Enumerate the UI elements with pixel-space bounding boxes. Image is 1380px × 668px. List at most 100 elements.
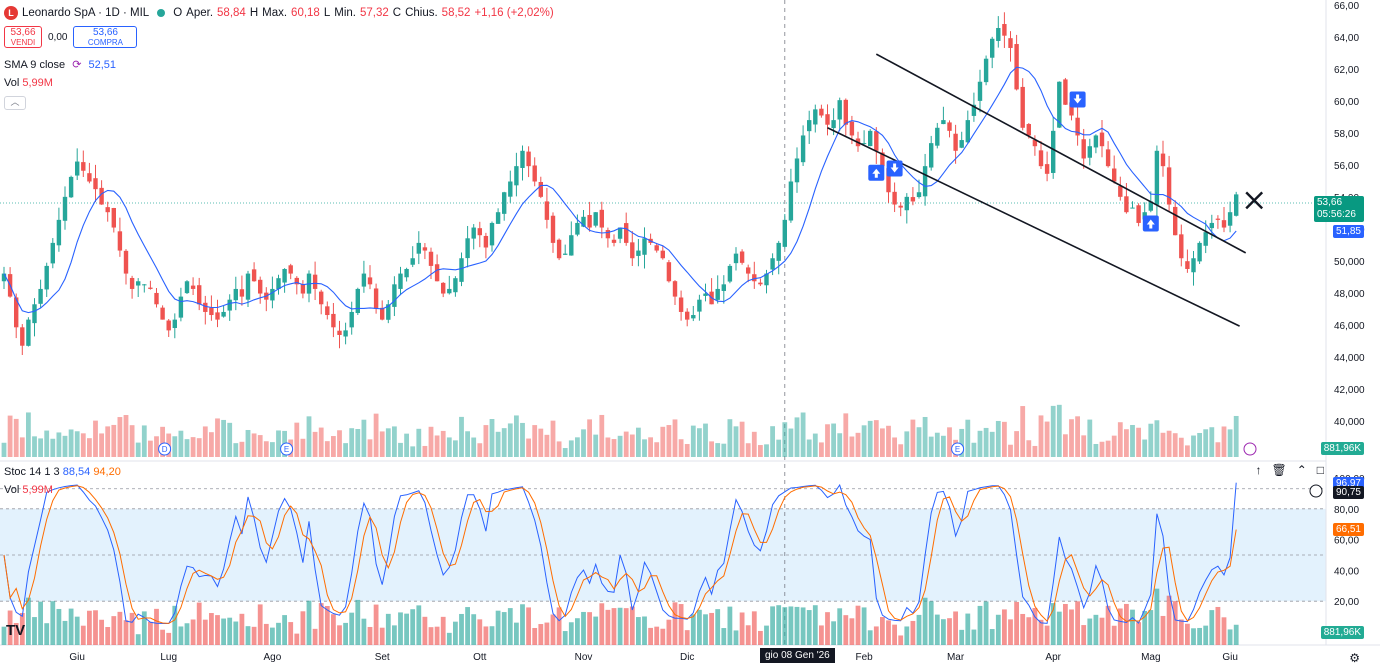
volume-bar bbox=[1032, 445, 1038, 457]
collapse-legend-button[interactable]: ︿ bbox=[4, 96, 26, 110]
candle-body bbox=[892, 191, 897, 205]
maximize-icon[interactable]: □ bbox=[1316, 463, 1324, 477]
volume-bar bbox=[62, 435, 68, 457]
candle-body bbox=[410, 258, 415, 265]
volume-label: Vol bbox=[4, 77, 20, 89]
volume2-bar bbox=[465, 607, 470, 645]
settings-icon[interactable]: ⚙ bbox=[1349, 651, 1360, 665]
volume2-bar bbox=[105, 627, 111, 645]
volume2-bar bbox=[422, 616, 428, 645]
candle-body bbox=[26, 319, 31, 346]
volume-bar bbox=[355, 429, 361, 457]
volume-bar bbox=[544, 434, 550, 457]
candle-body bbox=[20, 327, 25, 346]
volume-bar bbox=[32, 436, 37, 457]
volume-bar bbox=[349, 428, 355, 457]
candle-body bbox=[404, 268, 409, 278]
volume2-bar bbox=[1099, 617, 1105, 645]
volume-bar bbox=[318, 427, 324, 457]
candle-body bbox=[178, 296, 184, 318]
volume-bar bbox=[623, 431, 629, 457]
buy-label: COMPRA bbox=[87, 38, 124, 47]
volume2-bar bbox=[556, 607, 562, 645]
volume-bar bbox=[715, 443, 721, 457]
volume2-bar bbox=[654, 626, 660, 645]
crosshair-tag: 90,75 bbox=[1332, 486, 1364, 499]
volume2-bar bbox=[855, 605, 861, 645]
candle-body bbox=[117, 231, 123, 251]
volume-bar bbox=[727, 419, 733, 457]
volume-bar bbox=[745, 443, 751, 457]
leonardo-logo[interactable]: L bbox=[4, 6, 18, 20]
volume-legend[interactable]: Vol 5,99M bbox=[4, 77, 53, 89]
time-tick-label: Dic bbox=[680, 652, 694, 663]
buy-button[interactable]: 53,66 COMPRA bbox=[73, 26, 138, 48]
sma-legend[interactable]: SMA 9 close ⟳ 52,51 bbox=[4, 58, 116, 71]
high-key: Max. bbox=[262, 7, 288, 19]
volume2-bar bbox=[1191, 628, 1196, 645]
volume-bar bbox=[843, 413, 849, 457]
volume-bar bbox=[1124, 429, 1129, 457]
volume2-bar bbox=[892, 624, 897, 645]
candle-body bbox=[861, 143, 867, 145]
volume2-bar bbox=[1081, 625, 1087, 645]
sma-label: SMA 9 close bbox=[4, 59, 66, 71]
stoch-legend[interactable]: Stoc 14 1 3 88,54 94,20 bbox=[4, 466, 121, 478]
stochastic-lines bbox=[3, 482, 1237, 624]
volume2-value: 5,99M bbox=[22, 484, 53, 496]
candle-body bbox=[1002, 24, 1007, 36]
sma-price-tag: 51,85 bbox=[1332, 225, 1364, 238]
volume2-bar bbox=[629, 606, 635, 645]
volume-bar bbox=[806, 439, 812, 457]
sell-button[interactable]: 53,66 VENDI bbox=[4, 26, 42, 48]
volume2-bar bbox=[74, 616, 80, 645]
trash-icon[interactable]: 🗑 bbox=[1271, 463, 1287, 477]
candle-body bbox=[166, 320, 171, 331]
candle-body bbox=[367, 277, 373, 285]
time-tick-label: Apr bbox=[1045, 652, 1061, 663]
volume2-bar bbox=[800, 607, 806, 645]
tradingview-logo[interactable]: TV bbox=[6, 622, 26, 639]
volume2-bar bbox=[1209, 610, 1215, 645]
high-label: H bbox=[249, 7, 259, 19]
volume-bar bbox=[239, 441, 245, 457]
symbol-title[interactable]: Leonardo SpA · 1D · MIL bbox=[22, 7, 150, 19]
volume-bar bbox=[202, 426, 208, 457]
volume2-bar bbox=[324, 605, 330, 645]
volume2-legend[interactable]: Vol 5,99M bbox=[4, 484, 53, 496]
up-arrow-icon[interactable]: ↑ bbox=[1255, 463, 1262, 477]
volume2-bar bbox=[367, 626, 373, 645]
candle-body bbox=[1020, 86, 1025, 128]
candle-body bbox=[441, 282, 446, 294]
cycle-icon[interactable]: ⟳ bbox=[72, 59, 82, 71]
volume2-bar bbox=[611, 608, 617, 645]
volume2-bar bbox=[1111, 625, 1117, 645]
sell-price: 53,66 bbox=[10, 27, 36, 38]
candle-body bbox=[563, 253, 568, 255]
candle-body bbox=[1227, 212, 1233, 226]
volume-bar bbox=[489, 419, 495, 457]
volume-bar bbox=[892, 437, 897, 457]
volume-bar bbox=[99, 433, 104, 457]
volume-bar bbox=[44, 430, 50, 457]
volume-bar bbox=[68, 429, 74, 457]
volume-bar bbox=[520, 422, 525, 457]
volume2-bar bbox=[1069, 609, 1074, 645]
candle-body bbox=[880, 152, 885, 167]
volume2-bar bbox=[239, 613, 245, 645]
volume2-bar bbox=[1166, 595, 1172, 645]
collapse-icon[interactable]: ⌃ bbox=[1296, 463, 1307, 477]
candle-body bbox=[282, 268, 287, 283]
time-tick-label: Nov bbox=[575, 652, 593, 663]
candle-body bbox=[800, 135, 806, 163]
volume2-bar bbox=[428, 627, 434, 645]
volume2-bar bbox=[184, 623, 190, 645]
volume2-bar bbox=[154, 608, 159, 645]
candle-body bbox=[983, 58, 989, 83]
volume2-bar bbox=[995, 614, 1001, 645]
candle-body bbox=[990, 38, 995, 58]
candle-body bbox=[611, 239, 617, 243]
volume-bar bbox=[697, 428, 702, 457]
volume2-bar bbox=[1032, 607, 1038, 645]
